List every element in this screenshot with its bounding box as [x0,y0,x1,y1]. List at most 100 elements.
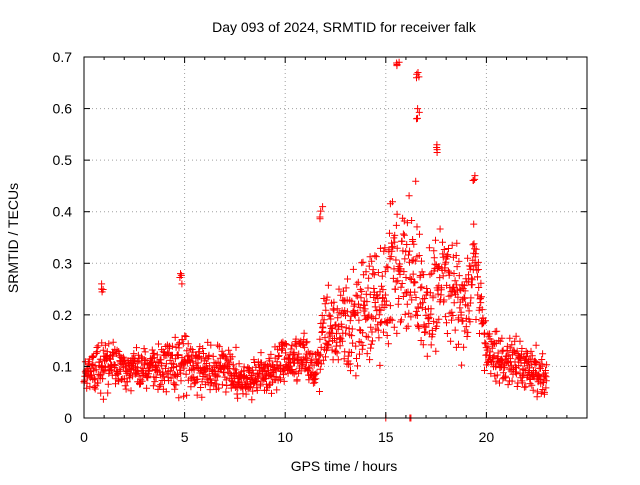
data-point [355,338,363,346]
data-point [248,366,256,374]
y-tick-label: 0.5 [53,152,73,168]
data-point [458,361,466,369]
data-point [407,313,415,321]
data-point [229,361,237,369]
data-point [469,177,477,184]
data-point [516,337,524,345]
data-point [324,281,332,289]
data-point [359,329,367,337]
data-point [539,386,547,393]
data-point [376,361,384,369]
data-point [527,347,535,355]
data-point [492,377,500,385]
data-point [472,316,480,323]
data-point [397,316,405,324]
data-point [450,299,458,307]
data-point [274,353,282,360]
data-point [370,271,378,279]
data-point [349,339,357,347]
data-point [414,69,422,76]
data-point [123,378,131,386]
data-point [135,372,143,380]
data-point [381,268,389,276]
data-point [92,350,100,357]
data-point [365,274,373,282]
data-point [213,372,221,380]
data-point [337,291,345,299]
data-point [317,360,325,368]
data-point [391,238,399,246]
data-point [364,333,372,341]
data-point [420,271,428,279]
data-point [414,105,422,113]
data-point [174,340,182,348]
data-point [198,393,206,401]
data-point [470,240,478,248]
data-point [371,303,379,311]
data-point [215,343,223,351]
data-point [392,221,400,229]
data-point [543,361,551,369]
data-point [99,375,107,383]
y-tick-label: 0.1 [53,358,73,374]
data-point [368,257,376,265]
data-point [182,370,190,378]
data-point [96,355,104,363]
data-point [303,355,311,363]
data-point [94,342,102,350]
data-point [488,344,496,352]
data-point [508,341,516,349]
data-point [392,256,400,264]
data-point [532,359,540,366]
data-point [408,296,416,304]
data-point [357,294,365,302]
data-point [142,357,150,364]
data-point [346,360,354,368]
data-point [439,250,447,258]
data-point [180,392,188,400]
data-point [518,345,526,352]
data-point [369,266,377,274]
data-point [228,353,236,361]
data-point [248,396,256,404]
data-point [137,376,145,384]
data-point [472,250,480,258]
data-point [256,380,264,388]
data-point [481,367,488,374]
data-point [542,367,549,374]
data-point [311,379,319,387]
data-point [528,381,536,389]
data-point [440,246,448,253]
data-point [133,363,141,371]
data-point [83,379,91,387]
data-point [413,312,421,319]
data-point [447,337,455,345]
data-point [426,271,434,279]
data-point [207,375,214,383]
data-point [446,269,454,277]
data-point [382,297,390,305]
data-point [265,381,273,389]
data-point [393,62,401,70]
data-point [143,384,151,392]
data-point [363,350,371,358]
data-point [354,278,362,286]
data-point [178,280,186,288]
data-point [330,298,338,306]
data-point [300,329,308,337]
data-point [178,336,186,344]
data-point [404,322,412,330]
data-point [405,251,412,259]
data-point [182,333,190,340]
data-point [409,237,417,245]
data-point [334,314,342,322]
data-point [242,390,250,398]
data-point [332,321,340,329]
data-point [463,333,471,340]
data-point [430,247,438,255]
data-point [512,332,520,340]
data-point [260,364,268,372]
data-point [273,386,281,394]
data-point [372,315,380,323]
